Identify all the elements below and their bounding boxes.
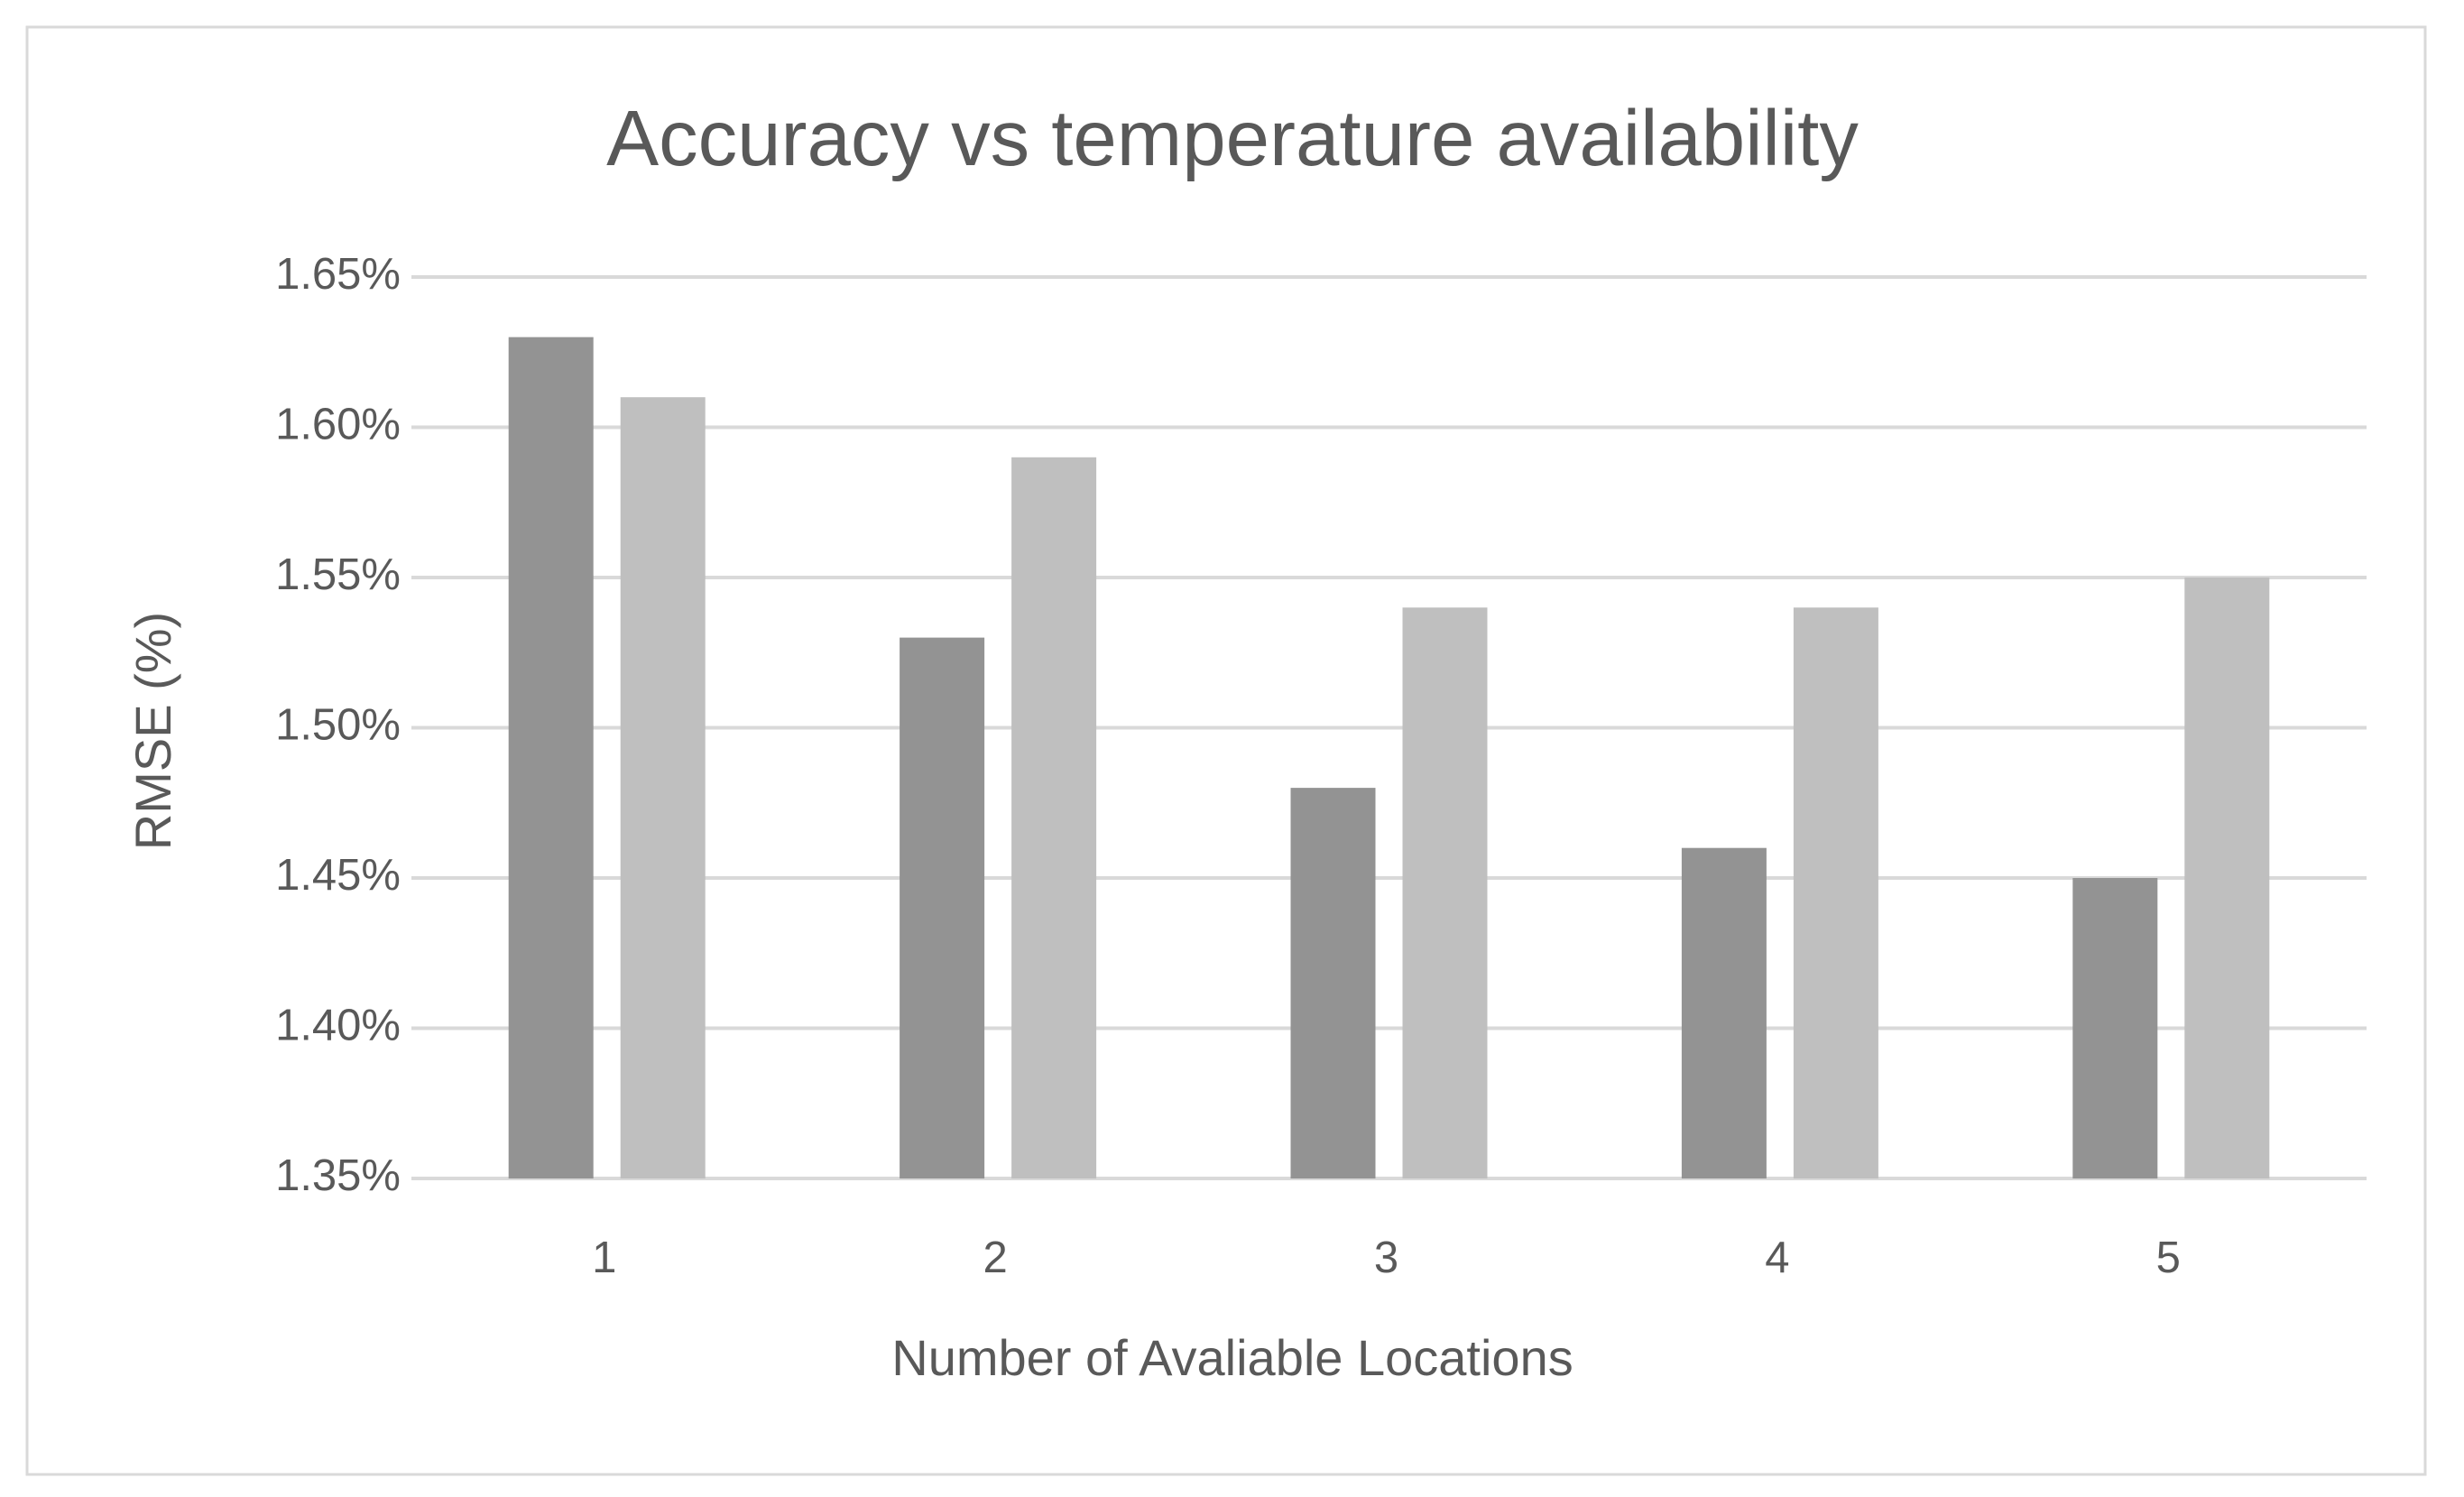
- x-tick-label: 1: [592, 1234, 616, 1282]
- bar: [1402, 607, 1488, 1178]
- bar: [1681, 847, 1767, 1178]
- x-tick-label: 2: [983, 1234, 1007, 1282]
- y-axis-title: RMSE (%): [125, 612, 181, 850]
- x-tick-label: 5: [2156, 1234, 2181, 1282]
- chart-title: Accuracy vs temperature availability: [606, 95, 1859, 182]
- y-tick-label: 1.45%: [275, 851, 401, 900]
- bar: [2072, 878, 2158, 1178]
- bar: [1793, 607, 1878, 1178]
- y-tick-label: 1.65%: [275, 250, 401, 299]
- x-tick-label: 4: [1765, 1234, 1789, 1282]
- y-tick-label: 1.50%: [275, 700, 401, 749]
- bar: [1011, 457, 1097, 1178]
- bar: [508, 337, 594, 1179]
- bar: [900, 637, 985, 1178]
- y-tick-label: 1.35%: [275, 1151, 401, 1200]
- bar: [620, 397, 706, 1178]
- y-tick-label: 1.60%: [275, 400, 401, 448]
- bar: [2184, 578, 2270, 1178]
- x-tick-label: 3: [1374, 1234, 1398, 1282]
- y-tick-label: 1.55%: [275, 550, 401, 599]
- y-tick-label: 1.40%: [275, 1001, 401, 1049]
- chart-border: [25, 25, 2427, 1476]
- bar: [1290, 788, 1376, 1178]
- x-axis-title: Number of Avaliable Locations: [891, 1329, 1573, 1386]
